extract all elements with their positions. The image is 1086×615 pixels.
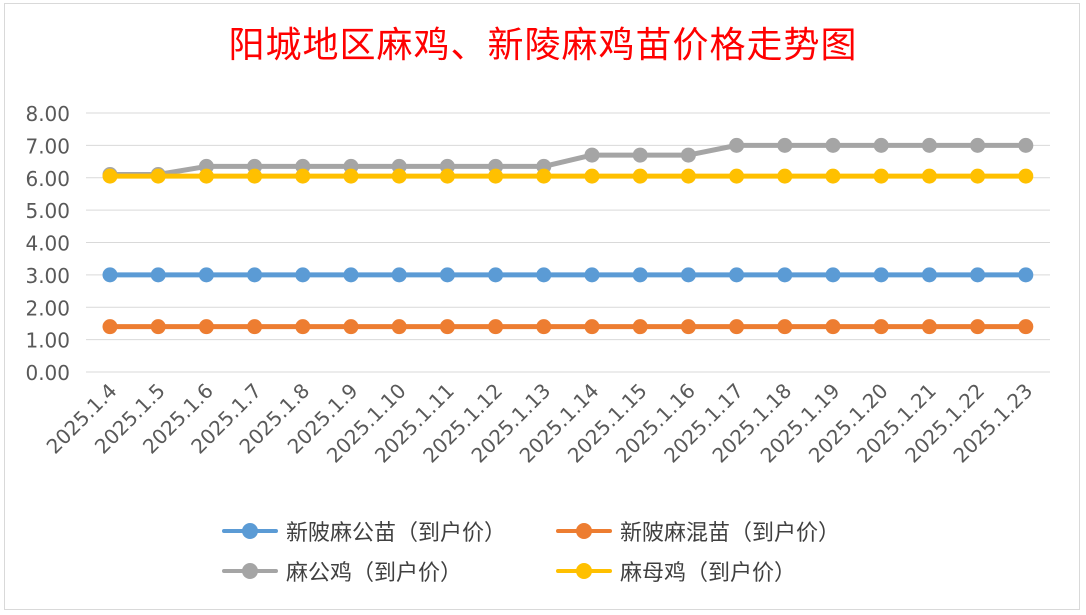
- series-1: [102, 319, 1034, 335]
- data-point: [777, 137, 793, 153]
- chart-title: 阳城地区麻鸡、新陵麻鸡苗价格走势图: [228, 25, 858, 66]
- data-point: [102, 168, 118, 184]
- data-point: [1018, 319, 1034, 335]
- data-point: [391, 168, 407, 184]
- y-axis-ticks: 0.00 1.00 2.00 3.00 4.00 5.00 6.00 7.00 8.00: [25, 102, 70, 385]
- data-point: [970, 319, 986, 335]
- data-point: [729, 319, 745, 335]
- data-point: [970, 168, 986, 184]
- data-point: [729, 137, 745, 153]
- data-point: [536, 168, 552, 184]
- data-point: [439, 168, 455, 184]
- data-point: [777, 168, 793, 184]
- y-tick-label: 2.00: [25, 296, 70, 320]
- series-3: [102, 168, 1034, 184]
- data-point: [632, 319, 648, 335]
- data-point: [729, 267, 745, 283]
- data-point: [439, 267, 455, 283]
- data-point: [632, 267, 648, 283]
- data-point: [343, 267, 359, 283]
- series-0: [102, 267, 1034, 283]
- data-point: [825, 319, 841, 335]
- data-point: [680, 168, 696, 184]
- data-point: [488, 267, 504, 283]
- data-point: [921, 319, 937, 335]
- data-point: [536, 267, 552, 283]
- y-tick-label: 7.00: [25, 134, 70, 158]
- data-point: [1018, 267, 1034, 283]
- data-point: [825, 267, 841, 283]
- chart-frame: [4, 3, 1080, 610]
- data-point: [198, 168, 214, 184]
- data-point: [584, 147, 600, 163]
- data-point: [488, 319, 504, 335]
- data-point: [632, 147, 648, 163]
- data-point: [295, 168, 311, 184]
- gridlines: [86, 112, 1050, 373]
- y-tick-label: 0.00: [25, 361, 70, 385]
- data-point: [439, 319, 455, 335]
- data-point: [873, 168, 889, 184]
- y-tick-label: 1.00: [25, 329, 70, 353]
- data-point: [632, 168, 648, 184]
- y-tick-label: 8.00: [25, 102, 70, 126]
- data-point: [584, 168, 600, 184]
- data-point: [295, 267, 311, 283]
- y-tick-label: 3.00: [25, 264, 70, 288]
- data-point: [247, 319, 263, 335]
- data-point: [198, 267, 214, 283]
- data-point: [584, 267, 600, 283]
- data-point: [970, 267, 986, 283]
- data-point: [488, 168, 504, 184]
- y-tick-label: 4.00: [25, 232, 70, 256]
- data-point: [247, 168, 263, 184]
- series-line: [107, 142, 1029, 178]
- data-point: [921, 267, 937, 283]
- data-point: [391, 319, 407, 335]
- data-point: [680, 147, 696, 163]
- series-layer: [102, 137, 1034, 335]
- data-point: [247, 267, 263, 283]
- data-point: [1018, 168, 1034, 184]
- data-point: [102, 319, 118, 335]
- data-point: [777, 267, 793, 283]
- data-point: [150, 168, 166, 184]
- data-point: [873, 319, 889, 335]
- data-point: [873, 137, 889, 153]
- data-point: [921, 168, 937, 184]
- data-point: [584, 319, 600, 335]
- data-point: [825, 137, 841, 153]
- y-tick-label: 6.00: [25, 167, 70, 191]
- data-point: [198, 319, 214, 335]
- data-point: [150, 319, 166, 335]
- data-point: [825, 168, 841, 184]
- data-point: [680, 267, 696, 283]
- x-axis-ticks: 2025.1.42025.1.52025.1.62025.1.72025.1.8…: [42, 379, 1038, 468]
- data-point: [150, 267, 166, 283]
- data-point: [680, 319, 696, 335]
- data-point: [536, 319, 552, 335]
- data-point: [873, 267, 889, 283]
- data-point: [343, 168, 359, 184]
- data-point: [921, 137, 937, 153]
- data-point: [777, 319, 793, 335]
- data-point: [1018, 137, 1034, 153]
- data-point: [343, 319, 359, 335]
- data-point: [970, 137, 986, 153]
- data-point: [295, 319, 311, 335]
- data-point: [102, 267, 118, 283]
- y-tick-label: 5.00: [25, 199, 70, 223]
- data-point: [729, 168, 745, 184]
- data-point: [391, 267, 407, 283]
